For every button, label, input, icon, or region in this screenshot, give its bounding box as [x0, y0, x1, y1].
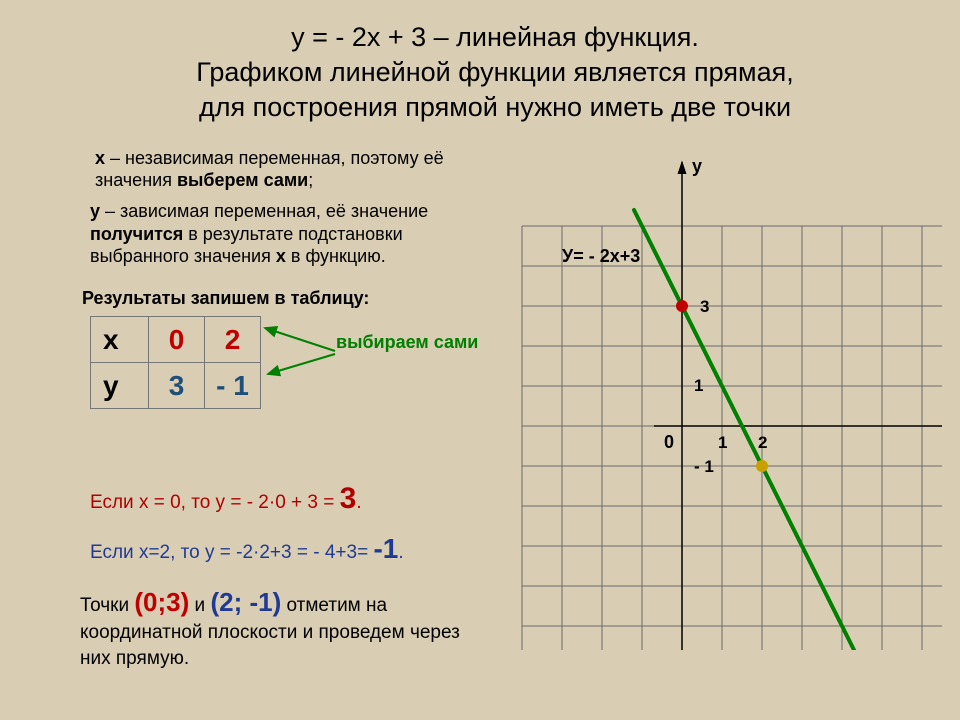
svg-text:0: 0 — [664, 432, 674, 452]
svg-text:1: 1 — [694, 376, 703, 395]
svg-text:- 1: - 1 — [694, 457, 714, 476]
table-cell-x0: 0 — [149, 317, 205, 363]
calculation-2: Если х=2, то у = -2·2+3 = - 4+3= -1. — [90, 533, 404, 565]
table-header-y: у — [91, 363, 149, 409]
table-cell-y0: 3 — [149, 363, 205, 409]
table-header-x: х — [91, 317, 149, 363]
choose-yourself-label: выбираем сами — [336, 333, 478, 353]
title-line-1: у = - 2х + 3 – линейная функция. — [291, 22, 699, 52]
summary-text: Точки (0;3) и (2; -1) отметим на координ… — [80, 585, 480, 671]
x-variable-description: х – независимая переменная, поэтому её з… — [95, 148, 475, 191]
title-line-2: Графиком линейной функции является пряма… — [196, 57, 793, 87]
svg-text:2: 2 — [758, 433, 767, 452]
svg-text:у: у — [692, 156, 702, 176]
calculation-1: Если х = 0, то у = - 2·0 + 3 = 3. — [90, 482, 362, 516]
arrows-to-table-icon — [250, 316, 370, 406]
title-line-3: для построения прямой нужно иметь две то… — [199, 92, 791, 122]
values-table: х 0 2 у 3 - 1 — [90, 316, 261, 409]
svg-text:У= - 2х+3: У= - 2х+3 — [562, 246, 640, 266]
slide-title: у = - 2х + 3 – линейная функция. Графико… — [70, 20, 920, 125]
y-variable-description: у – зависимая переменная, её значение по… — [90, 200, 490, 268]
results-table-label: Результаты запишем в таблицу: — [82, 288, 369, 309]
svg-text:1: 1 — [718, 433, 727, 452]
svg-text:3: 3 — [700, 297, 709, 316]
coordinate-plot: ху0У= - 2х+31213- 1 — [502, 155, 942, 650]
